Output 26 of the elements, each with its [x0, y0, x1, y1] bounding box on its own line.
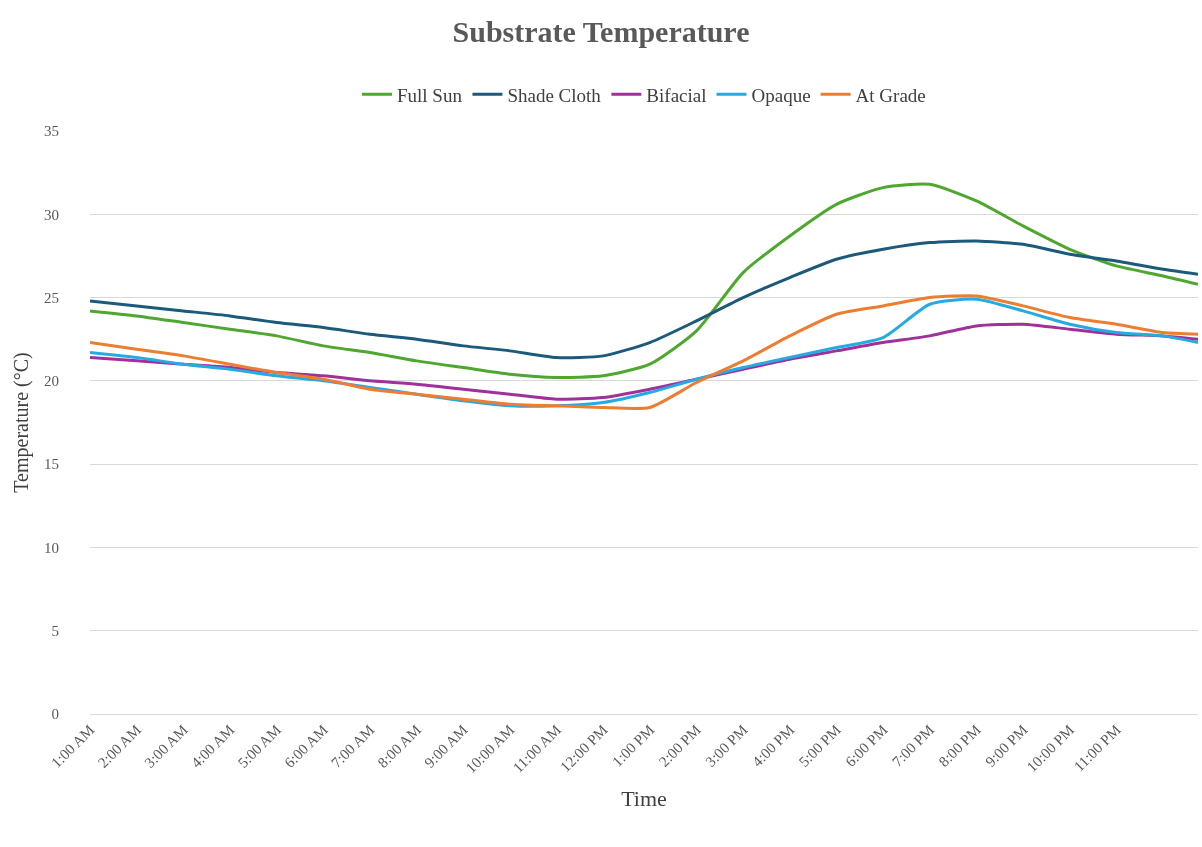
y-tick-label: 35: [44, 123, 59, 140]
y-tick-label: 0: [51, 706, 59, 723]
y-tick-label: 25: [44, 289, 59, 306]
x-tick-label: 4:00 PM: [749, 721, 798, 770]
x-tick-label: 6:00 PM: [842, 721, 891, 770]
y-tick-label: 10: [44, 539, 59, 556]
x-tick-label: 2:00 PM: [655, 721, 704, 770]
legend-label: Opaque: [751, 84, 811, 106]
y-tick-label: 20: [44, 373, 59, 390]
y-axis-title: Temperature (°C): [9, 352, 33, 493]
x-tick-label: 3:00 PM: [702, 721, 751, 770]
chart-title: Substrate Temperature: [452, 15, 750, 49]
y-tick-label: 5: [51, 622, 59, 639]
x-tick-label: 8:00 PM: [935, 721, 984, 770]
y-tick-label: 15: [44, 456, 59, 473]
legend-label: Full Sun: [397, 84, 463, 106]
x-tick-label: 5:00 PM: [795, 721, 844, 770]
legend-label: Bifacial: [646, 84, 707, 106]
x-tick-label: 1:00 PM: [609, 721, 658, 770]
line-series: [90, 182, 1198, 380]
legend-label: Shade Cloth: [507, 84, 602, 106]
y-tick-label: 30: [44, 206, 59, 223]
line-series: [90, 239, 1198, 360]
legend-label: At Grade: [855, 84, 926, 106]
x-tick-label: 7:00 PM: [889, 721, 938, 770]
x-axis-title: Time: [621, 786, 667, 812]
